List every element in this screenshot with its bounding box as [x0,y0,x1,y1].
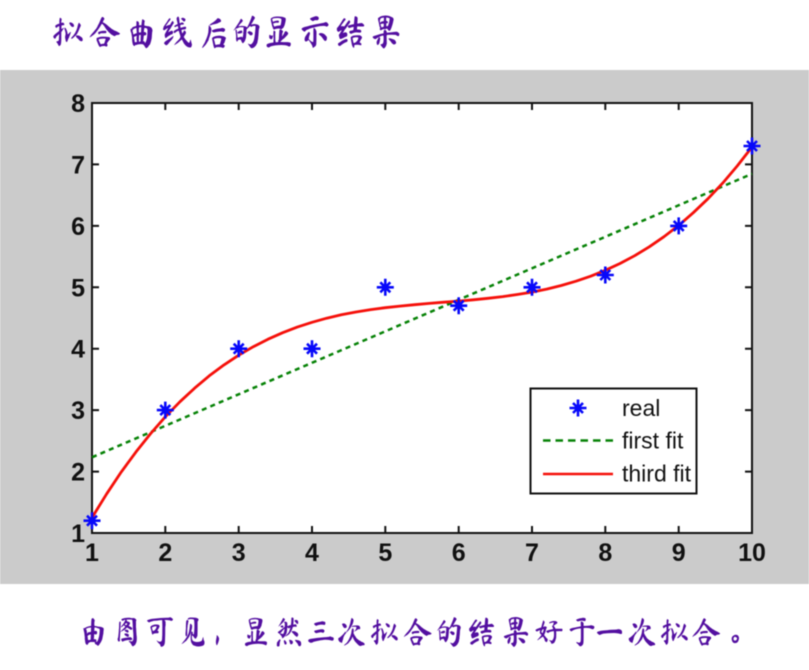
svg-text:5: 5 [71,274,85,302]
svg-text:1: 1 [71,520,85,548]
svg-text:3: 3 [71,397,85,425]
svg-text:2: 2 [71,459,85,487]
svg-text:7: 7 [71,151,85,179]
svg-text:first fit: first fit [622,428,684,454]
svg-text:5: 5 [378,539,392,567]
svg-text:6: 6 [452,539,466,567]
svg-text:2: 2 [158,539,172,567]
svg-text:real: real [622,395,660,421]
svg-text:1: 1 [85,539,99,567]
svg-text:4: 4 [305,539,319,567]
svg-text:10: 10 [738,539,766,567]
svg-text:third fit: third fit [622,461,692,487]
svg-text:7: 7 [525,539,539,567]
svg-text:9: 9 [672,539,686,567]
svg-text:8: 8 [598,539,612,567]
svg-text:3: 3 [232,539,246,567]
svg-text:4: 4 [71,336,85,364]
svg-text:6: 6 [71,213,85,241]
svg-text:8: 8 [71,90,85,118]
